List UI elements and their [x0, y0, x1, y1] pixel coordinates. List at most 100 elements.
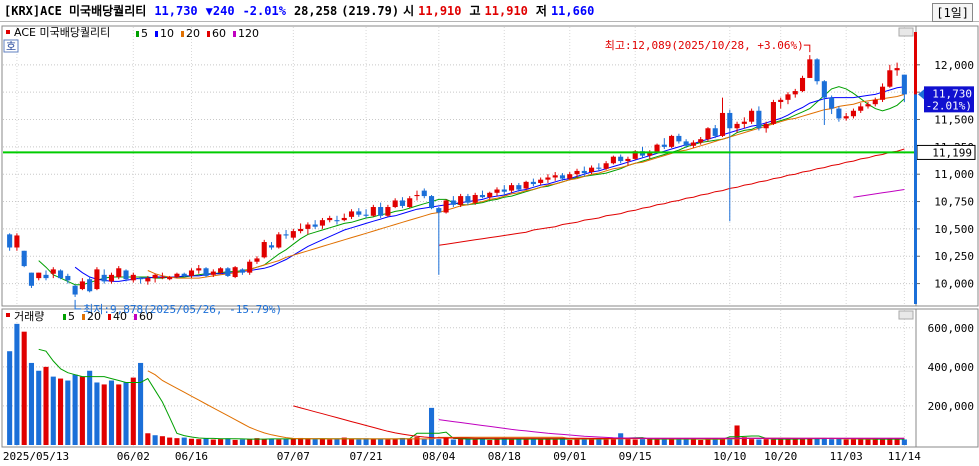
volume-bar	[770, 439, 776, 445]
volume-bar	[152, 435, 158, 445]
volume-legend-ma-label: 60	[139, 310, 153, 323]
candle-body	[807, 59, 813, 78]
volume-moving-averages	[38, 348, 905, 440]
max-price-annotation: 최고:12,089(2025/10/28, +3.06%)	[605, 39, 804, 52]
volume-bar	[283, 439, 289, 445]
candle-body	[516, 185, 522, 190]
volume-bar	[712, 439, 718, 445]
volume-bar	[814, 438, 820, 445]
volume-bar	[705, 439, 711, 445]
price-legend-name: ACE 미국배당퀄리티	[14, 26, 110, 39]
candle-body	[87, 279, 93, 292]
price-legend-ma-label: 20	[186, 27, 200, 40]
candle-body	[370, 207, 376, 216]
volume-bar	[79, 376, 85, 445]
volume-bar	[727, 439, 733, 445]
volume-bar	[523, 439, 529, 445]
hoga-icon[interactable]	[3, 39, 19, 53]
volume-bar	[632, 439, 638, 445]
price-ma-line-20	[147, 93, 905, 279]
candle-body	[290, 231, 296, 238]
volume-bar	[690, 438, 696, 445]
price-tick-label: 10,500	[934, 223, 974, 236]
volume-bar	[138, 362, 144, 445]
candle-body	[749, 110, 755, 122]
hoga-icon-label: 호	[6, 40, 16, 53]
current-price-pointer	[918, 89, 924, 100]
date-tick-labels: 2025/05/13 06/02 06/16 07/07 07/21 08/04 08/18…	[3, 450, 921, 463]
volume-bar	[596, 438, 602, 445]
price-panel-options-button[interactable]	[898, 27, 914, 37]
candle-body	[858, 106, 864, 111]
date-tick-label: 08/04	[422, 450, 455, 463]
candle-body	[363, 214, 369, 216]
candle-body	[785, 94, 791, 100]
candle-body	[618, 156, 624, 162]
volume-panel-options-button[interactable]	[898, 310, 914, 320]
chart-overlays: 11,199 11,730(-2.01%) 최고:12,089(2025/10/28…	[3, 32, 976, 316]
price-legend-ma-label: 5	[141, 27, 148, 40]
candle-body	[152, 274, 158, 279]
candle-body	[610, 156, 616, 164]
candle-body	[479, 194, 486, 198]
period-selector[interactable]: [1일]	[932, 3, 973, 22]
volume-bar	[407, 438, 413, 445]
candle-body	[552, 175, 558, 178]
volume-bar	[458, 437, 464, 445]
price-change: ▼240	[205, 3, 235, 18]
candle-body	[356, 211, 362, 215]
candle-body	[472, 194, 478, 203]
volume-bar	[494, 438, 500, 445]
volume-axis-frame	[915, 308, 979, 448]
candle-body	[581, 170, 587, 174]
candle-body	[43, 274, 49, 279]
candle-body	[450, 200, 456, 205]
candle-body	[865, 104, 871, 107]
candle-body	[123, 270, 129, 280]
volume-bar	[43, 366, 49, 445]
date-tick-label: 09/01	[553, 450, 586, 463]
stock-chart[interactable]: 12,00011,75011,50011,25011,00010,75010,5…	[0, 22, 979, 466]
price-ma-line-120	[853, 189, 905, 198]
volume-bar	[254, 438, 260, 445]
candle-body	[814, 59, 820, 82]
min-price-arrow	[74, 299, 82, 310]
candle-body	[319, 220, 325, 226]
volume-bar	[108, 380, 115, 445]
candle-body	[254, 258, 260, 262]
volume-bar	[94, 382, 100, 445]
candle-body	[334, 220, 340, 222]
candle-body	[283, 234, 289, 236]
open-value: 11,910	[418, 3, 462, 18]
volume-legend-ma-label: 20	[87, 310, 101, 323]
volume-bar	[261, 439, 267, 445]
current-price-tag	[924, 86, 974, 113]
candle-body	[589, 167, 595, 173]
max-price-arrow	[803, 44, 811, 53]
volume-bar	[312, 439, 318, 445]
candle-body	[218, 268, 224, 273]
volume-bar	[538, 439, 544, 445]
volume-bar	[545, 438, 551, 445]
price-tick-label: 10,000	[934, 278, 974, 291]
candle-body	[494, 189, 500, 193]
candle-body	[698, 139, 704, 143]
volume-tick-labels: 600,000 400,000 200,000	[928, 322, 974, 413]
volume-bar	[850, 439, 856, 445]
candle-body	[625, 158, 631, 162]
volume-bar	[348, 439, 355, 445]
volume-bar	[101, 384, 107, 445]
volume-bar	[58, 378, 64, 445]
volume-bar	[465, 438, 471, 445]
volume-bar	[305, 438, 311, 445]
candle-body	[850, 110, 856, 117]
current-price-label: 11,730	[932, 87, 972, 100]
candle-body	[632, 151, 638, 159]
candle-body	[247, 261, 253, 273]
candle-body	[298, 228, 304, 232]
current-price: 11,730	[154, 3, 198, 18]
security-title: [KRX]ACE 미국배당퀄리티	[4, 4, 147, 18]
candle-body	[836, 108, 842, 119]
volume-bar	[327, 439, 333, 445]
volume-bar	[421, 439, 427, 445]
